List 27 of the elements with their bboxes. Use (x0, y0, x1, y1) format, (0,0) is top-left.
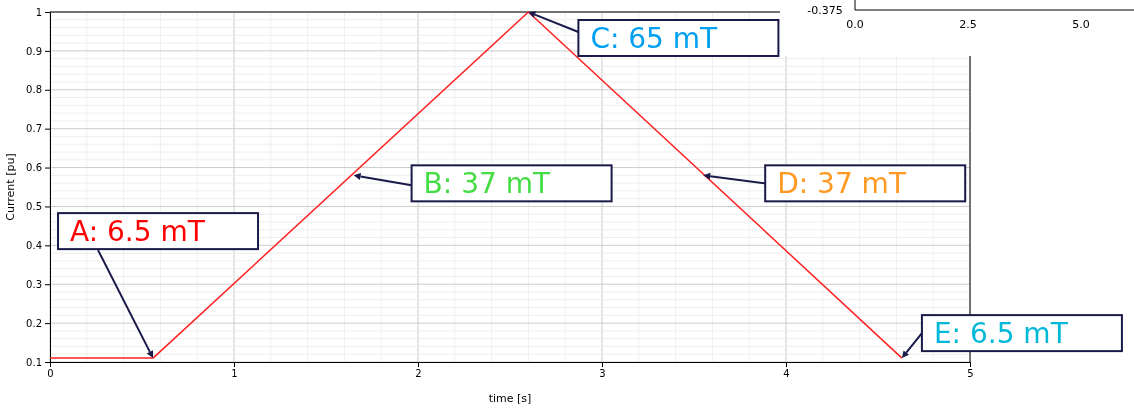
x-tick-label: 4 (783, 368, 790, 380)
annotation: A: 6.5 mT (70, 215, 206, 249)
annotation: B: 37 mT (423, 167, 551, 201)
annotation: 0.0 (846, 18, 864, 31)
y-axis-title: Current [pu] (4, 153, 17, 221)
annotation: E: 6.5 mT (933, 317, 1069, 351)
x-axis-title: time [s] (488, 392, 532, 405)
x-tick-label: 2 (415, 368, 422, 380)
y-tick-label: 0.3 (26, 278, 42, 290)
y-tick-label: 1 (35, 6, 42, 18)
y-tick-label: 0.2 (26, 317, 42, 329)
y-tick-label: 0.5 (26, 201, 42, 213)
x-tick-label: 3 (599, 368, 606, 380)
y-tick-label: 0.6 (26, 162, 42, 174)
annotation: C: 65 mT (590, 22, 719, 55)
x-tick-label: 1 (231, 368, 238, 380)
y-tick-label: 0.7 (26, 123, 42, 135)
x-tick-label: 5 (967, 368, 974, 380)
x-tick-label: 0 (47, 368, 54, 380)
annotation: 2.5 (959, 18, 977, 31)
annotation: D: 37 mT (777, 167, 907, 201)
annotation: -0.375 (807, 4, 843, 17)
text: 5.0 (1072, 18, 1090, 31)
y-tick-label: 0.1 (26, 356, 42, 368)
y-tick-label: 0.4 (26, 240, 42, 252)
y-tick-label: 0.9 (26, 45, 42, 57)
y-tick-label: 0.8 (26, 84, 42, 96)
